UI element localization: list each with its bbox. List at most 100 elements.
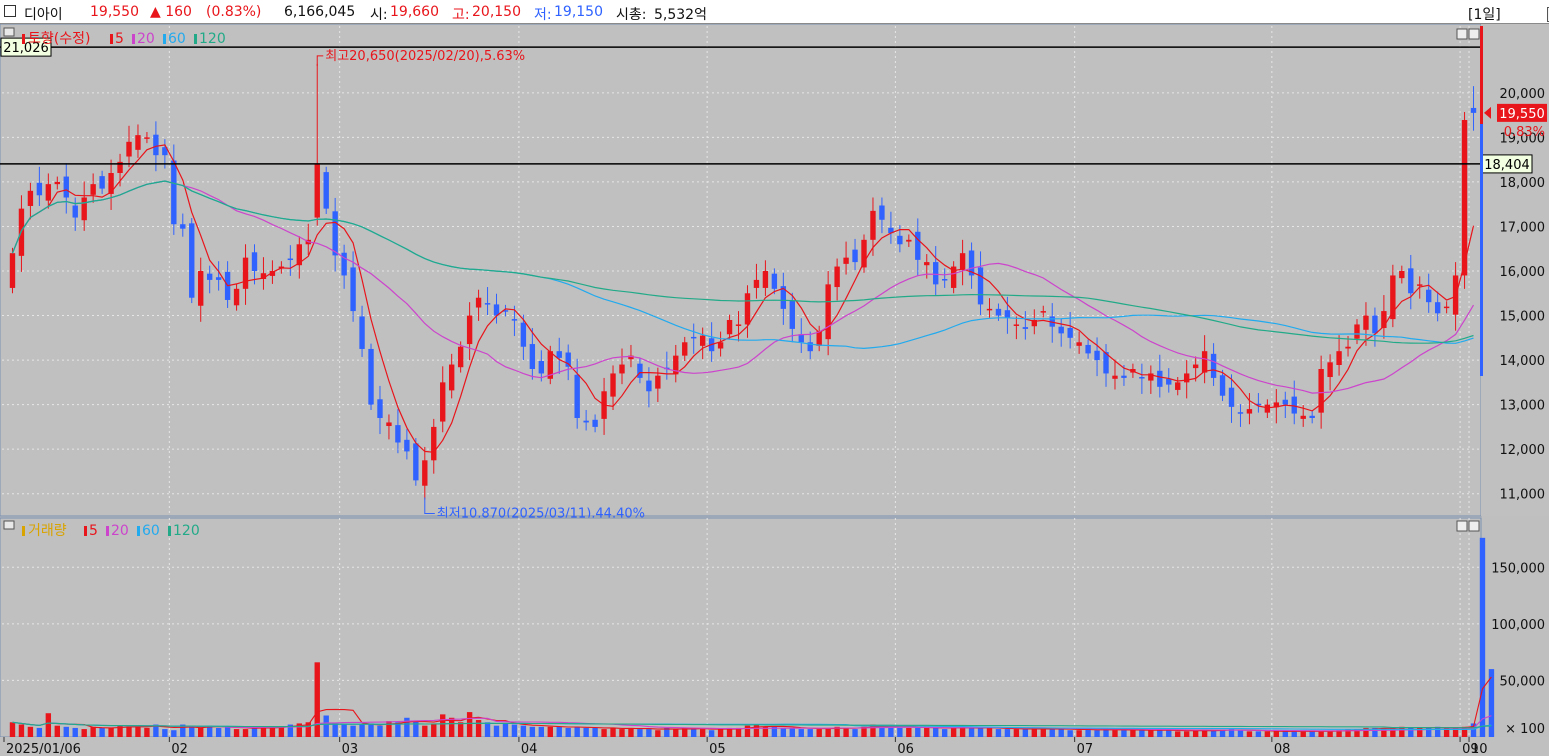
candle-body-163 bbox=[1470, 107, 1477, 113]
candle-body-134 bbox=[1210, 353, 1217, 378]
volume-bar-23 bbox=[215, 727, 222, 737]
trade-volume: 6,166,045 bbox=[284, 4, 356, 20]
volume-bar-158 bbox=[1426, 727, 1432, 737]
candle-body-75 bbox=[682, 342, 688, 356]
candle-body-26 bbox=[242, 257, 249, 289]
volume-bar-112 bbox=[1013, 729, 1020, 737]
volume-bar-97 bbox=[879, 725, 885, 737]
candle-body-9 bbox=[90, 184, 96, 195]
volume-pane-frame bbox=[0, 517, 1482, 738]
candle-body-35 bbox=[323, 172, 329, 209]
volume-bar-3 bbox=[36, 727, 43, 737]
volume-bar-94 bbox=[852, 729, 858, 737]
volume-bar-133 bbox=[1201, 730, 1208, 737]
candle-body-44 bbox=[404, 439, 410, 452]
volume-bar-141 bbox=[1273, 731, 1280, 737]
candle-body-123 bbox=[1112, 375, 1118, 379]
volume-bar-120 bbox=[1085, 729, 1091, 737]
volume-bar-26 bbox=[242, 729, 249, 737]
volume-bar-48 bbox=[440, 714, 446, 737]
candle-body-59 bbox=[538, 360, 545, 374]
volume-bar-12 bbox=[117, 725, 123, 737]
low-price: 19,150 bbox=[554, 4, 603, 20]
candle-body-50 bbox=[457, 346, 464, 368]
x-tick-label-6: 07 bbox=[1077, 742, 1094, 756]
candle-body-108 bbox=[977, 267, 984, 305]
candle-body-62 bbox=[565, 352, 571, 367]
volume-bar-43 bbox=[395, 722, 401, 737]
high-price: 20,150 bbox=[472, 4, 521, 20]
volume-bar-61 bbox=[556, 726, 562, 737]
volume-bar-91 bbox=[825, 727, 831, 737]
volume-bar-132 bbox=[1192, 730, 1199, 737]
x-tick-label-3: 04 bbox=[521, 742, 538, 756]
volume-bar-80 bbox=[726, 727, 733, 737]
candle-body-11 bbox=[108, 173, 114, 194]
volume-bar-22 bbox=[206, 725, 213, 737]
volume-bar-59 bbox=[538, 726, 545, 737]
candle-body-155 bbox=[1399, 271, 1405, 279]
price-legend-title: 토향(수정) bbox=[28, 31, 90, 47]
candle-body-31 bbox=[287, 258, 294, 261]
volume-bar-10 bbox=[99, 727, 105, 737]
select-checkbox[interactable] bbox=[4, 5, 16, 17]
candle-body-127 bbox=[1148, 373, 1154, 381]
volume-bar-63 bbox=[574, 726, 580, 737]
volume-bar-46 bbox=[422, 725, 428, 737]
price-ma-line-20 bbox=[11, 180, 1475, 394]
volume-bar-106 bbox=[959, 726, 966, 737]
price-legend-ma-swatch-5 bbox=[110, 34, 113, 44]
price-pane-restore-icon bbox=[1456, 28, 1468, 40]
volume-bar-14 bbox=[135, 725, 141, 737]
volume-bar-147 bbox=[1327, 731, 1333, 737]
candle-body-144 bbox=[1300, 415, 1306, 419]
volume-legend-swatch bbox=[22, 526, 25, 536]
volume-bar-67 bbox=[610, 727, 616, 737]
candle-body-54 bbox=[493, 304, 500, 316]
candle-body-4 bbox=[45, 184, 52, 201]
candle-body-63 bbox=[574, 374, 580, 418]
last-price-marker bbox=[1484, 106, 1491, 119]
candle-body-102 bbox=[924, 262, 930, 266]
candle-body-149 bbox=[1345, 346, 1351, 349]
candle-body-111 bbox=[1004, 310, 1011, 318]
volume-bar-77 bbox=[699, 729, 706, 737]
candle-body-13 bbox=[126, 141, 132, 157]
candle-body-116 bbox=[1049, 316, 1055, 327]
candle-body-21 bbox=[198, 271, 204, 306]
volume-bar-100 bbox=[906, 727, 912, 737]
volume-bar-151 bbox=[1363, 727, 1369, 737]
volume-bar-123 bbox=[1112, 730, 1118, 737]
volume-bar-113 bbox=[1022, 729, 1029, 737]
candle-body-83 bbox=[753, 279, 760, 288]
candle-body-81 bbox=[735, 324, 742, 326]
candle-body-52 bbox=[475, 297, 482, 308]
volume-bar-65 bbox=[592, 727, 598, 737]
volume-bar-21 bbox=[198, 727, 204, 737]
volume-bar-159 bbox=[1434, 726, 1441, 737]
candle-body-65 bbox=[592, 419, 598, 427]
volume-bar-87 bbox=[789, 727, 795, 737]
volume-bar-84 bbox=[762, 726, 769, 737]
period-selector[interactable]: [1일] bbox=[1468, 7, 1501, 23]
volume-bar-51 bbox=[466, 712, 473, 737]
candle-body-23 bbox=[215, 277, 222, 280]
low-label: 저: bbox=[534, 7, 552, 23]
candle-body-95 bbox=[861, 239, 867, 268]
candle-body-39 bbox=[359, 316, 365, 349]
candle-body-40 bbox=[368, 348, 374, 405]
x-tick-label-9: 10 bbox=[1471, 742, 1488, 756]
candle-body-45 bbox=[413, 443, 419, 481]
candle-body-91 bbox=[825, 284, 831, 340]
x-tick-label-0: 2025/01/06 bbox=[6, 742, 81, 756]
candle-body-114 bbox=[1031, 320, 1037, 327]
volume-bar-88 bbox=[798, 729, 804, 737]
volume-bar-25 bbox=[233, 729, 240, 737]
volume-legend-ma-swatch-5 bbox=[84, 526, 87, 536]
candle-body-57 bbox=[520, 322, 527, 347]
candle-body-133 bbox=[1201, 351, 1208, 373]
price-tick-label-3: 14,000 bbox=[1500, 354, 1546, 369]
candle-body-51 bbox=[466, 315, 473, 345]
volume-bar-164 bbox=[1479, 537, 1486, 737]
last-price-box bbox=[1497, 103, 1547, 122]
